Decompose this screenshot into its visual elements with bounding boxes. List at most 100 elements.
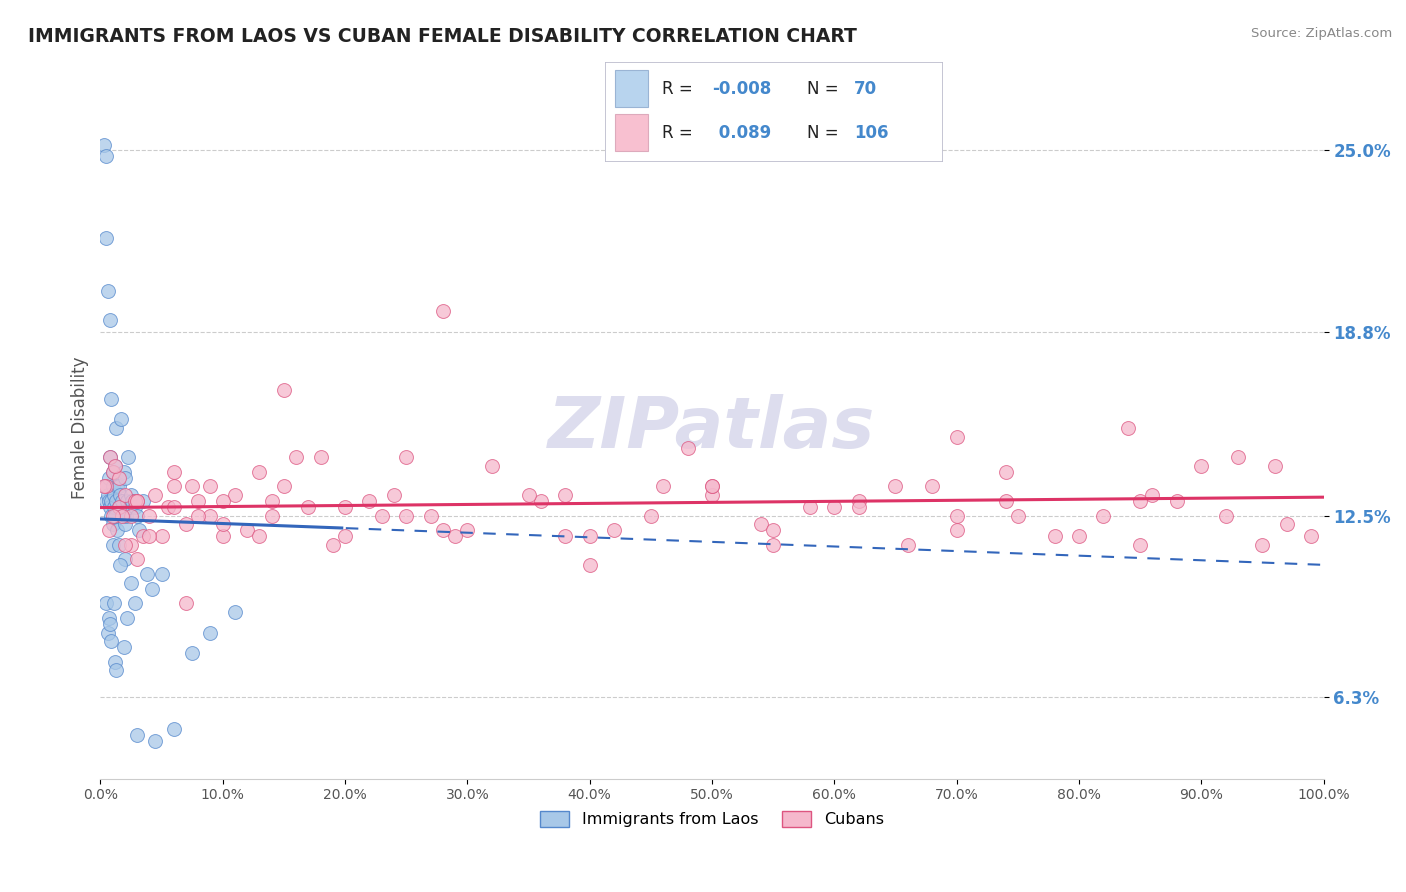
Point [103, 488, 125, 502]
Point [419, 508, 441, 523]
Point [200, 508, 222, 523]
Text: N =: N = [807, 80, 844, 98]
Point [174, 517, 197, 532]
Point [676, 442, 699, 456]
Point [994, 465, 1017, 479]
Point [481, 458, 503, 473]
Point [211, 494, 233, 508]
Point [395, 450, 418, 465]
Point [100, 392, 122, 406]
Point [107, 479, 129, 493]
Point [260, 508, 283, 523]
Point [117, 494, 139, 508]
Text: IMMIGRANTS FROM LAOS VS CUBAN FEMALE DISABILITY CORRELATION CHART: IMMIGRANTS FROM LAOS VS CUBAN FEMALE DIS… [28, 27, 858, 45]
FancyBboxPatch shape [614, 114, 648, 151]
Point [247, 465, 270, 479]
Point [297, 500, 319, 514]
Point [124, 596, 146, 610]
Point [1264, 458, 1286, 473]
Point [98, 313, 121, 327]
Point [762, 523, 785, 537]
Text: N =: N = [807, 124, 844, 142]
Point [105, 664, 128, 678]
Point [120, 538, 142, 552]
Point [111, 508, 134, 523]
Point [101, 538, 124, 552]
Point [652, 479, 675, 493]
Point [96, 479, 118, 493]
Point [138, 508, 160, 523]
Point [101, 517, 124, 532]
Point [921, 479, 943, 493]
Point [530, 494, 553, 508]
Point [125, 494, 148, 508]
Point [456, 523, 478, 537]
Point [120, 488, 142, 502]
Point [211, 529, 233, 543]
Point [1043, 529, 1066, 543]
Point [111, 508, 134, 523]
Text: R =: R = [662, 80, 697, 98]
Point [1142, 488, 1164, 502]
Point [749, 517, 772, 532]
Point [432, 523, 454, 537]
Point [187, 508, 209, 523]
Point [125, 728, 148, 742]
Point [444, 529, 467, 543]
Point [103, 596, 125, 610]
Point [700, 479, 723, 493]
Point [105, 494, 128, 508]
Point [97, 625, 120, 640]
Point [247, 529, 270, 543]
Point [945, 523, 967, 537]
Text: 70: 70 [855, 80, 877, 98]
Point [94, 479, 117, 493]
Point [107, 500, 129, 514]
Point [1116, 421, 1139, 435]
Point [115, 508, 138, 523]
Point [1275, 517, 1298, 532]
Text: R =: R = [662, 124, 697, 142]
Point [150, 567, 173, 582]
Point [333, 529, 356, 543]
Point [125, 552, 148, 566]
Point [104, 458, 127, 473]
Point [848, 500, 870, 514]
Point [260, 494, 283, 508]
Point [96, 231, 118, 245]
Point [96, 149, 118, 163]
Point [96, 596, 118, 610]
Point [700, 488, 723, 502]
Point [98, 450, 121, 465]
Point [118, 500, 141, 514]
Point [823, 500, 845, 514]
Point [236, 523, 259, 537]
Point [1067, 529, 1090, 543]
Point [163, 722, 186, 736]
Point [181, 479, 204, 493]
Point [382, 488, 405, 502]
Text: 106: 106 [855, 124, 889, 142]
Point [120, 508, 142, 523]
Point [103, 500, 125, 514]
Point [945, 508, 967, 523]
Point [111, 494, 134, 508]
Point [273, 479, 295, 493]
Point [848, 494, 870, 508]
Point [1189, 458, 1212, 473]
Point [114, 538, 136, 552]
Point [98, 616, 121, 631]
Point [156, 500, 179, 514]
Point [554, 488, 576, 502]
Point [333, 500, 356, 514]
Point [97, 494, 120, 508]
Point [104, 508, 127, 523]
Point [124, 494, 146, 508]
Legend: Immigrants from Laos, Cubans: Immigrants from Laos, Cubans [534, 805, 890, 834]
Point [121, 494, 143, 508]
Point [432, 304, 454, 318]
Point [98, 450, 121, 465]
Point [107, 523, 129, 537]
Point [107, 500, 129, 514]
Point [97, 611, 120, 625]
